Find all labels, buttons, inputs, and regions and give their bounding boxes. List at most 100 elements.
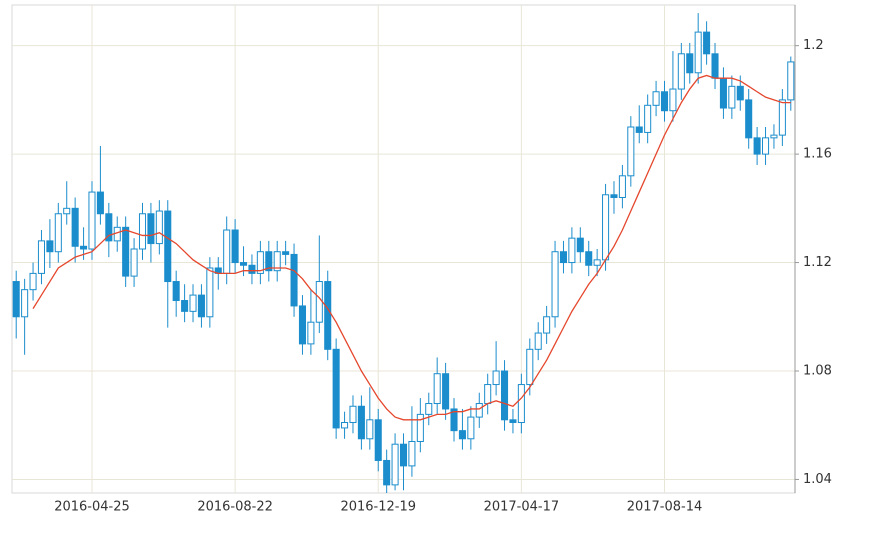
candle-body (223, 229, 231, 274)
candle-body (475, 403, 483, 418)
candle-body (694, 31, 702, 74)
candle-body (273, 251, 281, 272)
candle-body (206, 267, 214, 318)
candle-body (96, 191, 104, 215)
candle-body (627, 126, 635, 177)
candle-body (181, 300, 189, 312)
candle-body (54, 213, 62, 253)
candle-body (770, 134, 778, 139)
candle-body (602, 194, 610, 261)
candle-body (399, 443, 408, 467)
candle-body (593, 259, 601, 266)
candle-body (71, 207, 79, 247)
candle-body (425, 403, 433, 415)
candle-body (12, 281, 20, 318)
candle-body (660, 91, 669, 112)
candle-body (787, 61, 795, 101)
candle-body (526, 348, 534, 386)
x-tick-label: 2017-04-17 (484, 500, 560, 515)
candle-body (745, 99, 753, 139)
moving-average-line (32, 74, 791, 421)
candle-body (240, 262, 248, 266)
candle-body (46, 240, 54, 253)
y-tick-label: 1.08 (803, 364, 832, 379)
candle-body (172, 281, 180, 302)
candle-body (408, 440, 416, 467)
candle-body (374, 419, 382, 461)
candle-body (231, 229, 239, 264)
candle-body (248, 264, 256, 274)
candle-body (585, 251, 593, 266)
candle-body (349, 405, 357, 424)
candle-body (736, 85, 744, 101)
candle-body (559, 251, 567, 264)
candle-body (644, 104, 652, 133)
candle-body (652, 91, 660, 106)
y-tick-label: 1.04 (803, 472, 832, 487)
candle-body (492, 370, 500, 386)
candle-body (37, 240, 45, 274)
x-tick-label: 2016-12-19 (340, 500, 416, 515)
candle-body (298, 305, 306, 345)
x-tick-label: 2017-08-14 (627, 500, 703, 515)
candle-body (778, 99, 786, 136)
candle-body (256, 251, 264, 274)
candle-body (543, 316, 551, 334)
candle-body (383, 459, 391, 486)
candle-body (189, 294, 197, 312)
candle-body (568, 237, 576, 264)
candle-body (29, 272, 37, 291)
candle-body (753, 137, 761, 155)
x-tick-label: 2016-04-25 (54, 500, 130, 515)
candle-body (618, 175, 626, 198)
candle-body (63, 207, 71, 215)
candle-body (105, 213, 113, 242)
candle-body (332, 348, 340, 429)
candle-body (433, 373, 441, 405)
candle-body (416, 413, 424, 442)
candle-body (442, 373, 450, 410)
candle-body (484, 384, 492, 405)
candle-body (669, 88, 677, 112)
candle-body (164, 210, 172, 283)
candle-body (155, 210, 163, 245)
candle-body (391, 443, 399, 486)
candle-body (762, 137, 770, 155)
candle-body (635, 126, 643, 133)
candle-body (450, 408, 458, 432)
candle-body (341, 422, 349, 429)
candle-body (147, 213, 155, 245)
candle-body (610, 194, 618, 198)
candle-body (138, 213, 147, 250)
candle-body (534, 332, 542, 350)
candle-body (517, 384, 525, 424)
candle-body (122, 226, 130, 277)
y-tick-label: 1.16 (803, 147, 832, 162)
candle-body (677, 53, 685, 90)
y-tick-label: 1.12 (803, 255, 832, 270)
y-tick-label: 1.2 (803, 38, 824, 53)
candle-body (458, 430, 466, 440)
candle-body (130, 248, 138, 277)
candle-body (307, 321, 315, 345)
candle-body (357, 405, 365, 440)
candle-body (576, 237, 584, 253)
x-tick-label: 2016-08-22 (197, 500, 273, 515)
candle-body (88, 191, 96, 250)
candle-body (315, 281, 323, 323)
candle-body (551, 251, 559, 318)
candle-body (366, 419, 374, 440)
candle-body (719, 77, 727, 109)
candle-body (265, 251, 273, 272)
candle-body (21, 289, 29, 318)
candle-body (703, 31, 711, 55)
candle-body (728, 85, 736, 109)
candle-body (197, 294, 205, 318)
candle-body (509, 419, 517, 424)
candle-body (711, 53, 719, 79)
candle-body (686, 53, 694, 74)
candle-body (282, 251, 290, 255)
candle-body (290, 253, 298, 307)
candle-body (501, 370, 509, 421)
